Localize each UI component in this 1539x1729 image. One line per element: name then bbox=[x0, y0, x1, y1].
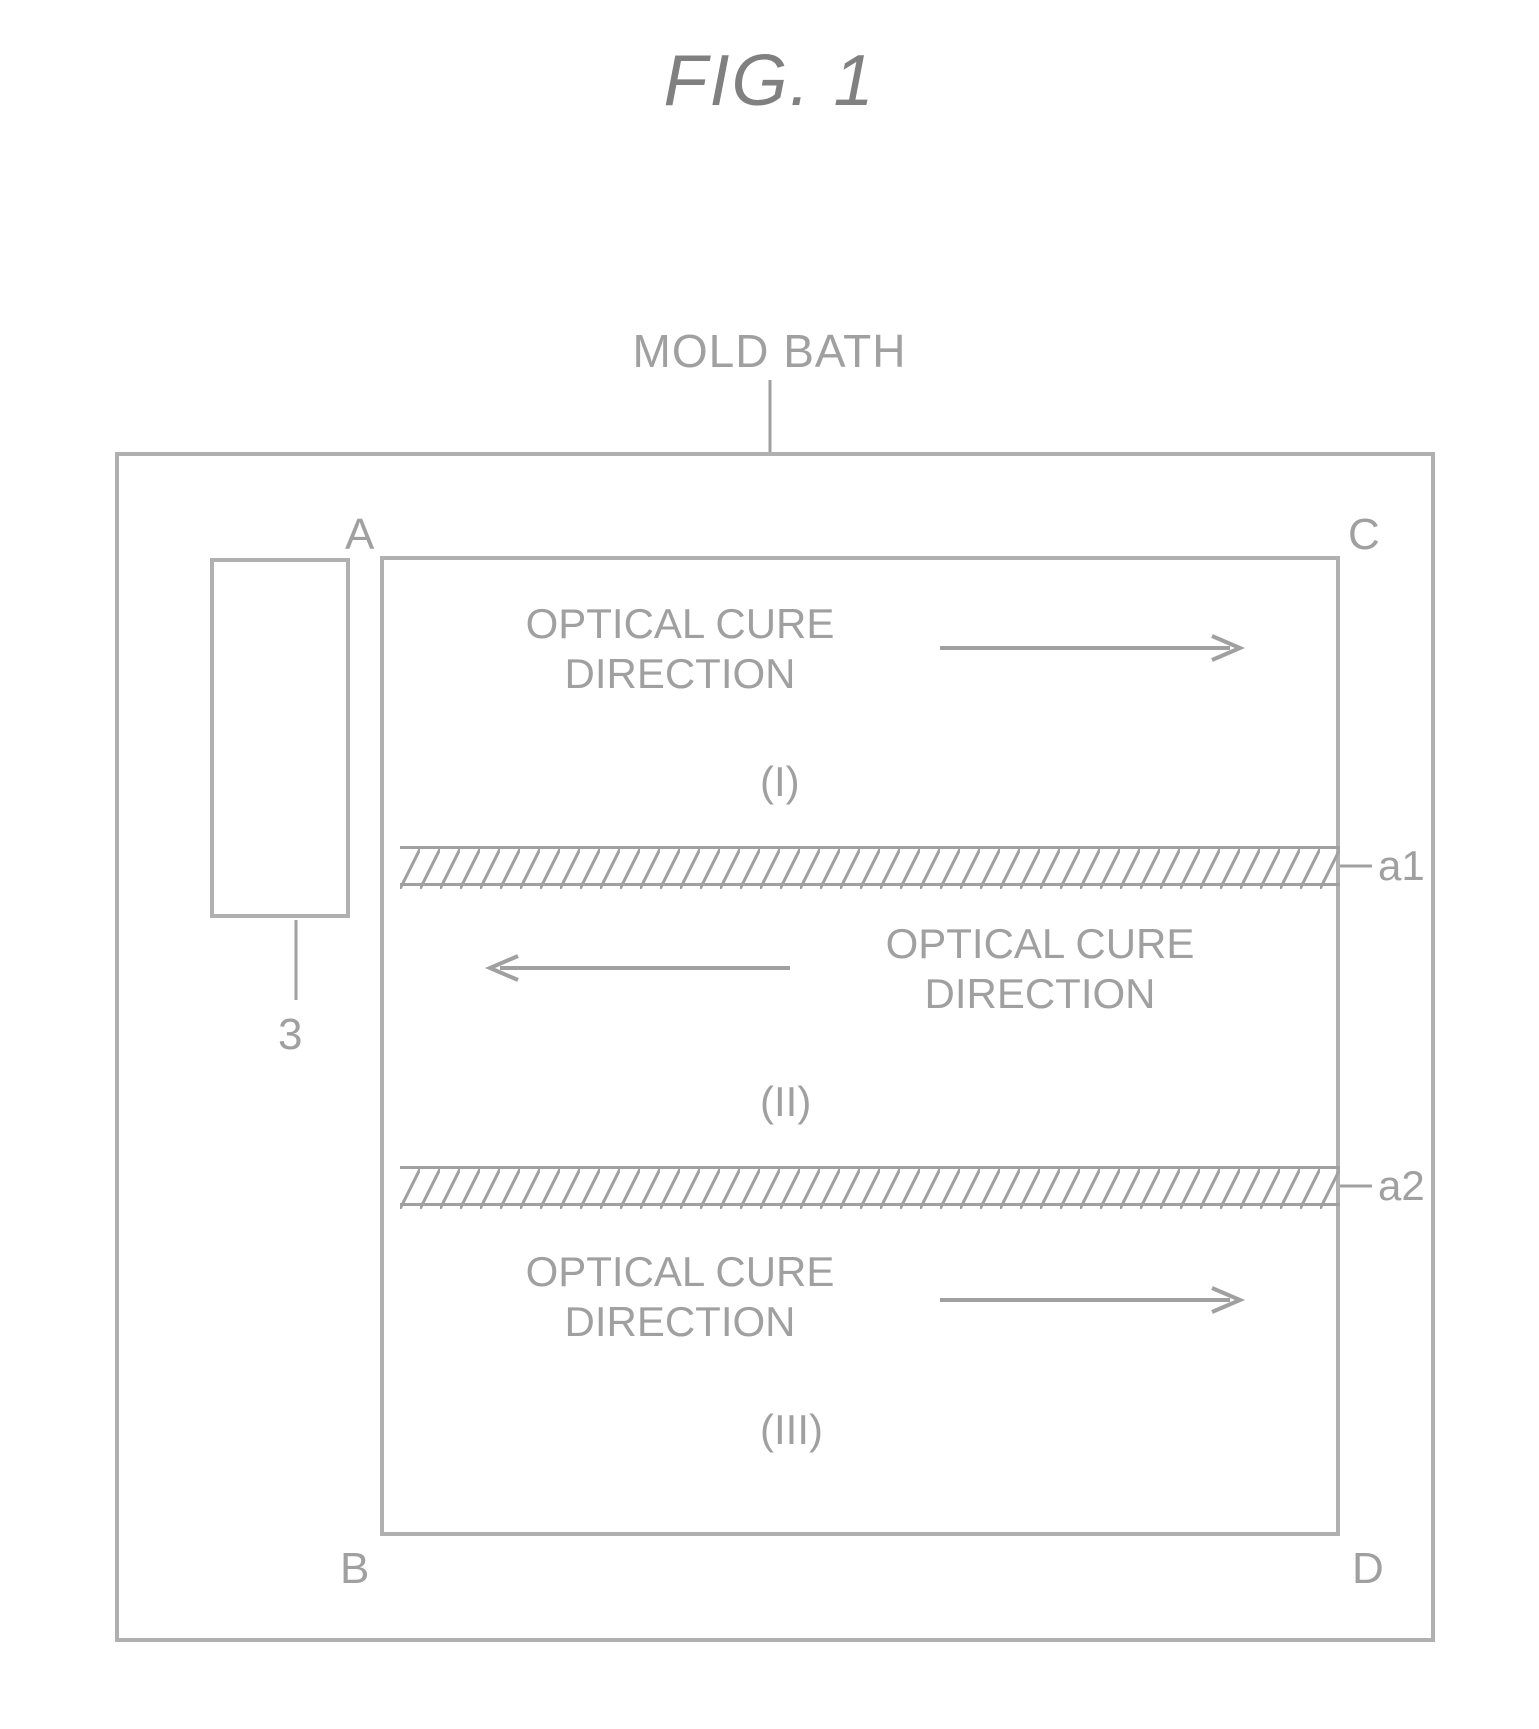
section1-line2: DIRECTION bbox=[430, 650, 930, 698]
a2-leader bbox=[1340, 1176, 1376, 1196]
section2-arrow bbox=[470, 952, 790, 988]
a1-label: a1 bbox=[1378, 842, 1425, 890]
hatched-a1 bbox=[400, 846, 1340, 886]
mold-bath-leader bbox=[760, 380, 780, 456]
corner-c: C bbox=[1348, 510, 1380, 560]
corner-d: D bbox=[1352, 1544, 1384, 1594]
section3-arrow bbox=[940, 1284, 1260, 1320]
ref3-box bbox=[210, 558, 350, 918]
inner-box bbox=[380, 556, 1340, 1536]
section3-roman: (III) bbox=[760, 1406, 823, 1454]
a1-leader bbox=[1340, 856, 1376, 876]
section1-roman: (I) bbox=[760, 758, 800, 806]
figure-title: FIG. 1 bbox=[0, 40, 1539, 122]
mold-bath-label: MOLD BATH bbox=[633, 325, 907, 377]
corner-b: B bbox=[340, 1544, 369, 1594]
corner-a: A bbox=[345, 510, 374, 560]
section3-line2: DIRECTION bbox=[430, 1298, 930, 1346]
section1-line1: OPTICAL CURE bbox=[430, 600, 930, 648]
section1-arrow bbox=[940, 632, 1260, 668]
hatched-a2 bbox=[400, 1166, 1340, 1206]
mold-bath-label-group: MOLD BATH bbox=[0, 324, 1539, 378]
ref3-leader bbox=[286, 920, 306, 1004]
section2-roman: (II) bbox=[760, 1078, 811, 1126]
ref3-label: 3 bbox=[278, 1010, 302, 1060]
section2-line1: OPTICAL CURE bbox=[790, 920, 1290, 968]
section2-line2: DIRECTION bbox=[790, 970, 1290, 1018]
a2-label: a2 bbox=[1378, 1162, 1425, 1210]
section3-line1: OPTICAL CURE bbox=[430, 1248, 930, 1296]
